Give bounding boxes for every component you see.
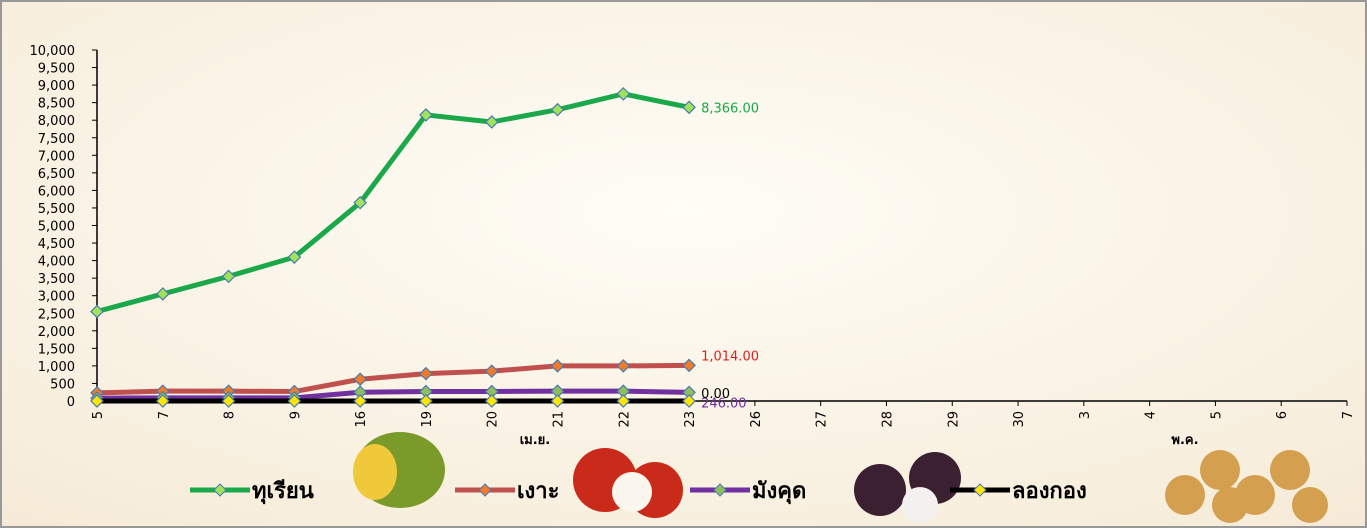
y-tick-label: 3,500 xyxy=(38,272,75,287)
background xyxy=(1,1,1366,527)
x-tick-label: 19 xyxy=(420,411,435,428)
y-tick-label: 3,000 xyxy=(38,290,75,305)
x-tick-label: 28 xyxy=(880,411,895,428)
x-tick-label: 7 xyxy=(1341,411,1356,419)
y-tick-label: 8,500 xyxy=(38,97,75,112)
y-tick-label: 2,500 xyxy=(38,307,75,322)
x-tick-label: 7 xyxy=(157,411,172,419)
y-tick-label: 1,000 xyxy=(38,360,75,375)
x-tick-label: 29 xyxy=(946,411,961,428)
x-tick-label: 22 xyxy=(617,411,632,428)
month-label: เม.ย. xyxy=(520,433,551,448)
chart: 0 500 1,000 1,500 2,000 2,500 3,000 3,500 4,000 4… xyxy=(0,0,1367,528)
legend-label: เงาะ xyxy=(517,479,559,504)
data-label: 1,014.00 xyxy=(701,349,759,364)
x-tick-label: 8 xyxy=(223,411,238,419)
y-tick-label: 5,000 xyxy=(38,220,75,235)
x-tick-label: 6 xyxy=(1275,411,1290,419)
x-tick-label: 4 xyxy=(1144,411,1159,419)
x-tick-label: 26 xyxy=(749,411,764,428)
x-tick-label: 30 xyxy=(1012,411,1027,428)
y-tick-label: 9,500 xyxy=(38,62,75,77)
x-tick-label: 20 xyxy=(486,411,501,428)
x-tick-label: 9 xyxy=(288,411,303,419)
x-tick-label: 5 xyxy=(1209,411,1224,419)
y-tick-label: 7,000 xyxy=(38,149,75,164)
y-tick-label: 9,000 xyxy=(38,79,75,94)
y-tick-label: 1,500 xyxy=(38,342,75,357)
y-tick-label: 2,000 xyxy=(38,325,75,340)
legend-label: ลองกอง xyxy=(1012,479,1087,504)
x-tick-label: 21 xyxy=(552,411,567,428)
y-tick-label: 7,500 xyxy=(38,132,75,147)
legend-label: มังคุด xyxy=(752,479,806,505)
data-label: 8,366.00 xyxy=(701,101,759,116)
x-tick-label: 5 xyxy=(91,411,106,419)
y-tick-label: 500 xyxy=(50,377,75,392)
y-tick-label: 10,000 xyxy=(30,44,76,59)
x-tick-label: 23 xyxy=(683,411,698,428)
data-label: 0.00 xyxy=(701,387,730,402)
y-tick-label: 6,500 xyxy=(38,167,75,182)
month-label: พ.ค. xyxy=(1171,433,1198,448)
y-tick-label: 4,500 xyxy=(38,237,75,252)
x-tick-label: 27 xyxy=(815,411,830,428)
x-tick-label: 3 xyxy=(1078,411,1093,419)
y-tick-label: 0 xyxy=(67,395,75,410)
legend-label: ทุเรียน xyxy=(252,479,314,505)
y-tick-label: 8,000 xyxy=(38,114,75,129)
x-tick-label: 16 xyxy=(354,411,369,428)
y-tick-label: 5,500 xyxy=(38,202,75,217)
y-tick-label: 6,000 xyxy=(38,184,75,199)
y-tick-label: 4,000 xyxy=(38,255,75,270)
